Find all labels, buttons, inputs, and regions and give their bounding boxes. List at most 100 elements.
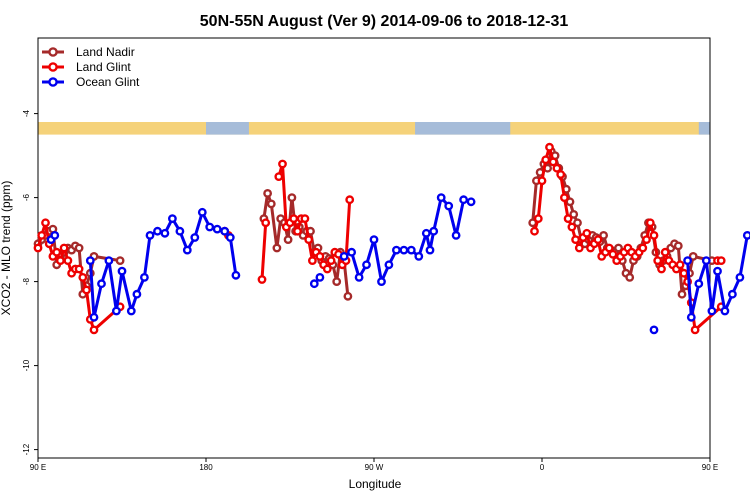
data-point: [115, 256, 125, 265]
data-point: [563, 214, 573, 224]
data-point: [713, 266, 722, 276]
data-point: [266, 199, 276, 209]
data-point: [343, 291, 353, 301]
data-point: [225, 233, 235, 242]
x-tick-label: 90 W: [365, 463, 384, 472]
data-point: [112, 306, 121, 316]
data-point: [429, 226, 439, 236]
data-point: [716, 256, 726, 265]
data-point: [567, 222, 577, 232]
y-axis-ticks: -4 -6 -8 -10 -12: [22, 109, 38, 455]
data-point: [608, 249, 618, 259]
data-point: [315, 272, 325, 282]
band-ocean: [206, 122, 249, 135]
data-point: [220, 226, 230, 236]
data-point: [642, 235, 651, 245]
data-point: [145, 230, 155, 240]
data-point: [160, 228, 170, 238]
legend-label: Land Glint: [76, 60, 131, 74]
data-point: [85, 256, 95, 265]
data-point: [126, 306, 136, 316]
data-point: [728, 289, 737, 299]
data-point: [541, 155, 551, 165]
data-point: [309, 279, 319, 289]
data-point: [97, 279, 106, 289]
data-point: [139, 272, 149, 282]
data-point: [300, 214, 310, 224]
data-point: [307, 256, 317, 265]
data-point: [675, 260, 685, 270]
data-point: [425, 245, 435, 255]
data-point: [649, 325, 659, 335]
data-point: [347, 247, 356, 257]
x-axis-ticks: 90 E 180 90 W 0 90 E: [30, 458, 718, 472]
x-tick-label: 90 E: [702, 463, 718, 472]
data-point: [657, 264, 666, 274]
data-point: [421, 228, 431, 238]
land-ocean-band: [38, 122, 710, 135]
data-point: [582, 228, 592, 238]
legend-label: Ocean Glint: [76, 75, 140, 89]
data-point: [653, 256, 663, 265]
data-point: [694, 279, 704, 289]
data-point: [41, 218, 50, 228]
data-point: [701, 256, 711, 265]
series-line: [260, 222, 268, 280]
y-tick-label: -4: [22, 109, 31, 117]
data-point: [451, 230, 461, 240]
data-point: [167, 214, 177, 224]
data-point: [686, 312, 696, 322]
data-point: [56, 256, 65, 265]
data-point: [231, 270, 241, 280]
data-point: [414, 251, 424, 261]
data-point: [614, 243, 623, 253]
data-point: [444, 201, 454, 211]
data-point: [50, 230, 60, 240]
data-point: [289, 214, 299, 224]
data-point: [132, 289, 142, 299]
data-point: [322, 264, 332, 274]
data-point: [345, 195, 355, 205]
series-land-glint: [33, 142, 726, 335]
data-point: [205, 222, 215, 232]
data-point: [673, 241, 683, 251]
data-point: [548, 157, 558, 167]
data-point: [571, 235, 580, 245]
data-point: [263, 188, 272, 198]
data-point: [556, 170, 566, 179]
y-tick-label: -6: [22, 193, 31, 201]
data-point: [742, 231, 750, 240]
data-point: [545, 142, 554, 152]
data-point: [720, 306, 730, 316]
data-point: [78, 272, 88, 282]
data-point: [377, 277, 386, 286]
data-point: [117, 266, 127, 276]
data-point: [190, 233, 200, 242]
data-point: [272, 243, 282, 253]
data-point: [212, 224, 222, 234]
band-land: [38, 122, 710, 135]
data-point: [339, 251, 349, 261]
data-point: [645, 218, 655, 228]
series-land-nadir: [33, 146, 717, 301]
data-point: [384, 260, 394, 270]
data-point: [362, 260, 371, 270]
y-tick-label: -8: [22, 277, 31, 285]
data-point: [326, 256, 336, 265]
data-point: [274, 172, 284, 182]
data-point: [660, 247, 670, 257]
legend-marker: [48, 62, 58, 72]
data-point: [537, 176, 547, 186]
data-point: [569, 209, 579, 219]
data-point: [197, 207, 207, 217]
data-point: [604, 243, 614, 253]
data-point: [104, 256, 114, 265]
x-tick-label: 90 E: [30, 463, 46, 472]
data-point: [625, 272, 635, 282]
data-point: [707, 306, 717, 316]
legend-marker: [48, 77, 58, 87]
data-point: [466, 197, 476, 207]
data-point: [182, 245, 192, 255]
data-point: [690, 325, 700, 335]
